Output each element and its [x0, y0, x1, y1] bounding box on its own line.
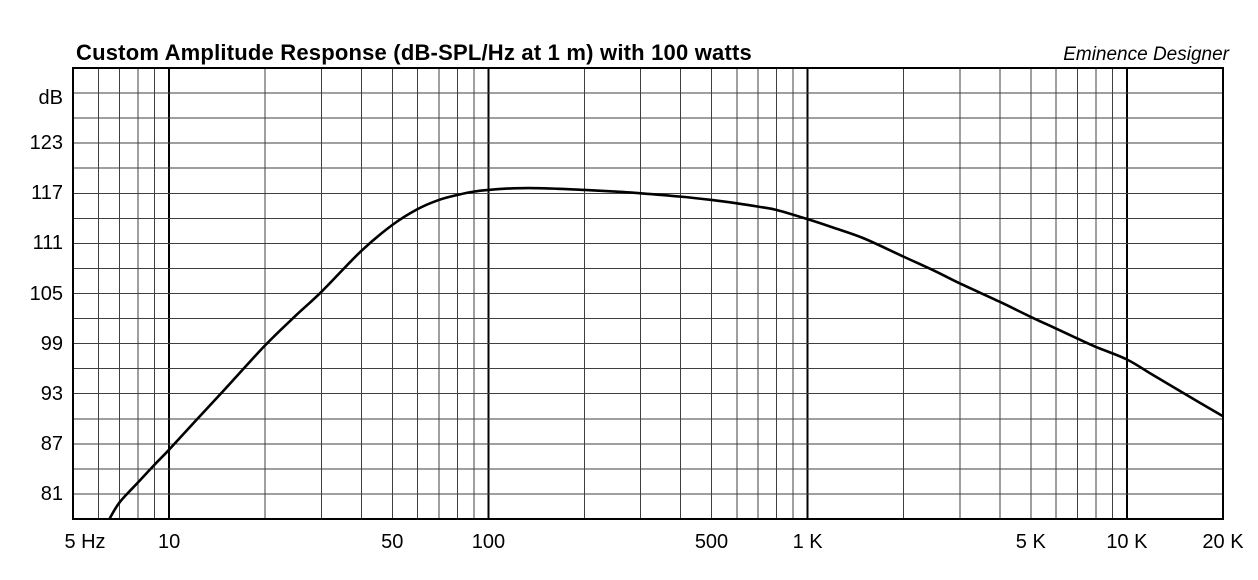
x-tick-label: 5 K: [1015, 531, 1046, 553]
y-tick-label: 93: [40, 382, 63, 405]
x-tick-label: 20 K: [1202, 531, 1244, 553]
y-tick-label: 105: [29, 282, 63, 305]
x-tick-label: 50: [381, 531, 404, 553]
chart-title: Custom Amplitude Response (dB-SPL/Hz at …: [76, 40, 752, 65]
y-axis-unit-label: dB: [38, 87, 63, 109]
x-tick-label: 1 K: [792, 531, 823, 553]
plot-frame: [72, 67, 1224, 520]
x-tick-label: 5 Hz: [64, 531, 106, 553]
y-tick-label: 111: [32, 232, 63, 255]
x-tick-label: 10: [157, 531, 181, 553]
y-tick-label: 123: [29, 132, 63, 155]
response-curve: [108, 186, 1223, 519]
x-tick-label: 10 K: [1106, 531, 1148, 553]
y-tick-label: 87: [40, 432, 63, 455]
x-tick-label: 100: [471, 531, 506, 553]
grid: [73, 68, 1223, 519]
y-tick-label: 117: [31, 182, 63, 205]
y-tick-label: 99: [40, 332, 63, 355]
y-tick-label: 81: [40, 482, 63, 505]
x-tick-label: 500: [694, 531, 729, 553]
app-watermark-label: Eminence Designer: [1063, 44, 1229, 65]
